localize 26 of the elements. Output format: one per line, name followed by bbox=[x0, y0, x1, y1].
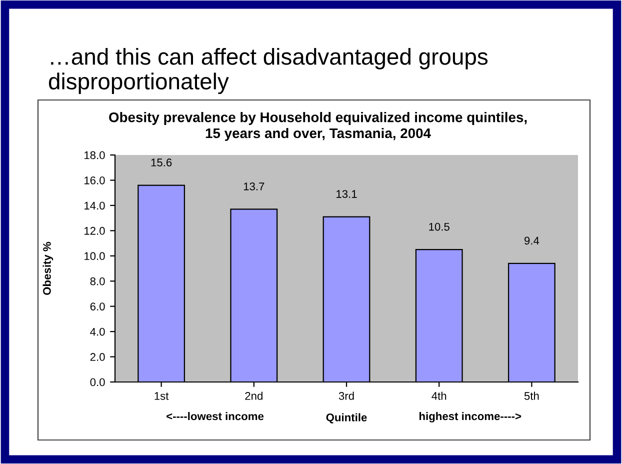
y-tick-label: 8.0 bbox=[90, 277, 105, 286]
y-tick-label: 2.0 bbox=[90, 353, 105, 361]
y-tick-label: 12.0 bbox=[84, 226, 105, 235]
data-label: 15.6 bbox=[151, 158, 172, 166]
y-tick-label: 6.0 bbox=[90, 302, 105, 310]
x-tick-label: 4th bbox=[432, 392, 446, 400]
x-tick-label: 3rd bbox=[338, 392, 354, 400]
y-axis-title: Obesity % bbox=[42, 242, 54, 295]
x-tick-label: 2nd bbox=[245, 392, 262, 400]
data-label: 9.4 bbox=[524, 236, 540, 245]
y-tick-label: 16.0 bbox=[84, 176, 105, 184]
data-label: 13.1 bbox=[336, 190, 357, 198]
text: highest income----> bbox=[420, 412, 522, 422]
y-tick-label: 18.0 bbox=[84, 151, 105, 160]
y-tick-label: 14.0 bbox=[84, 202, 105, 210]
chart-title: …and this can affect disadvantaged groups disproportionately bbox=[48, 48, 488, 94]
data-label: 13.7 bbox=[244, 182, 264, 190]
x-tick-label: 1st bbox=[154, 392, 169, 400]
y-tick-label: 10.0 bbox=[84, 252, 105, 260]
y-tick-label: 4.0 bbox=[90, 328, 105, 336]
y-tick-label: 0.0 bbox=[90, 378, 105, 386]
data-label: 10.5 bbox=[429, 222, 450, 231]
chart-subtitle: Obesity prevalence by Household equivalized income quintiles, 15 years and over, Tasmania, 2004 bbox=[109, 112, 527, 141]
x-axis-title: Quintile bbox=[326, 413, 367, 424]
text: <----lowest income bbox=[166, 412, 264, 420]
x-tick-label: 5th bbox=[524, 392, 539, 400]
